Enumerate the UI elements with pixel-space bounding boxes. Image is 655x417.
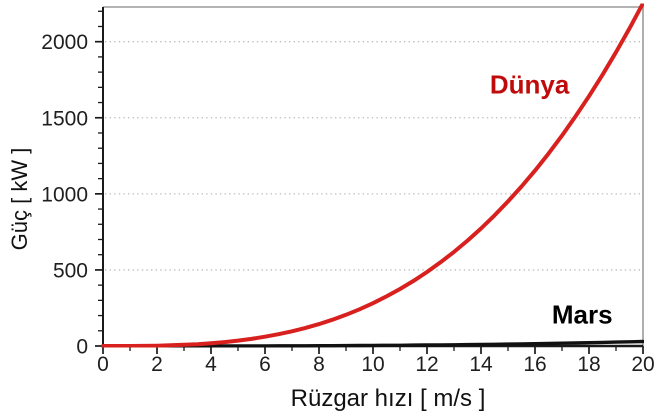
- x-tick-label: 14: [469, 353, 493, 376]
- x-tick-label: 18: [577, 353, 600, 376]
- series-curves: [101, 3, 644, 348]
- x-axis-title: Rüzgar hızı [ m/s ]: [290, 385, 486, 412]
- y-tick-label: 1500: [41, 107, 88, 130]
- x-tick-label: 8: [313, 353, 325, 376]
- x-tick-label: 10: [361, 353, 384, 376]
- y-gridlines: [105, 41, 641, 271]
- x-tick-label: 2: [151, 353, 163, 376]
- x-tick-label: 4: [205, 353, 217, 376]
- y-axis-title: Güç [ kW ]: [7, 147, 32, 251]
- curve-label-dünya: Dünya: [489, 69, 570, 100]
- plot-frame: [103, 6, 644, 346]
- y-tick-label: 1000: [41, 183, 88, 206]
- axis-lines: [102, 7, 643, 348]
- y-tick-label: 500: [53, 259, 88, 282]
- y-tick-label: 0: [76, 336, 88, 359]
- x-tick-label: 16: [523, 353, 546, 376]
- y-tick-label: 2000: [41, 31, 88, 54]
- x-tick-label: 6: [259, 353, 271, 376]
- x-tick-labels: 0 2 4 6 8 10 12 14 16 18 20: [97, 353, 655, 376]
- x-tick-label: 20: [631, 353, 654, 376]
- x-tick-label: 12: [415, 353, 438, 376]
- x-tick-label: 0: [97, 353, 109, 376]
- curve-dünya: [101, 3, 644, 348]
- curve-label-mars: Mars: [551, 299, 613, 330]
- y-tick-labels: 0 500 1000 1500 2000: [41, 31, 88, 358]
